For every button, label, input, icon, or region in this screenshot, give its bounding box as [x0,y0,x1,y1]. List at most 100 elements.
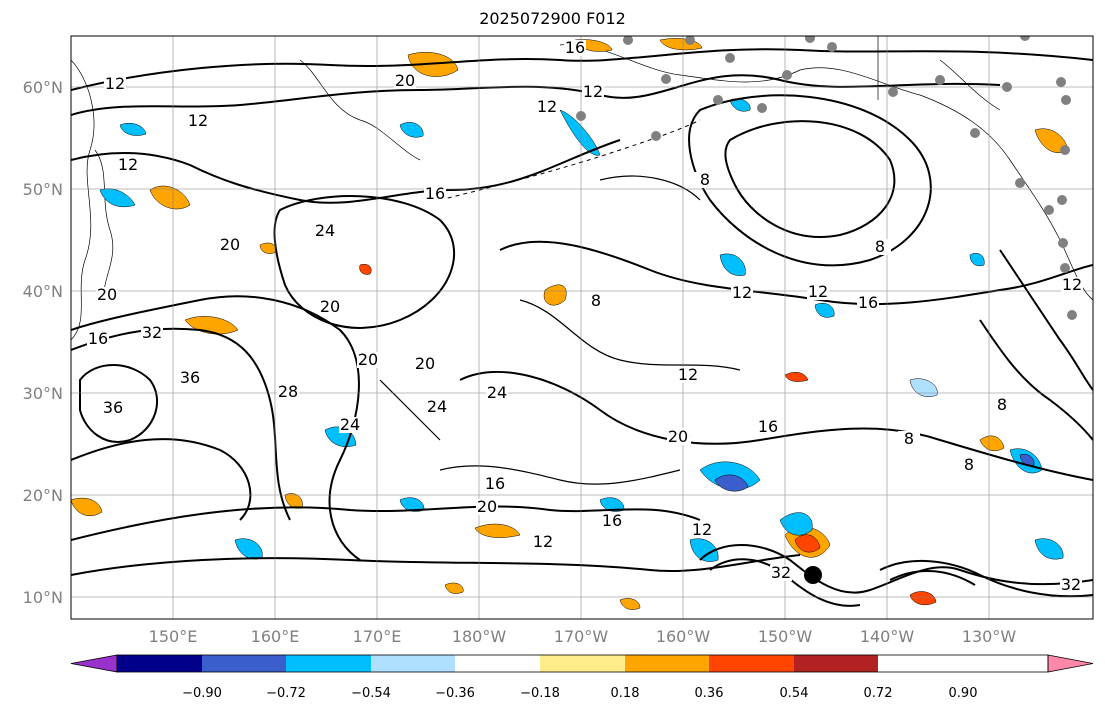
contour-label-bg [357,352,379,368]
contour-label-bg [694,172,716,188]
map-field: 16 12 20 12 12 12 12 20 20 16 24 20 16 20 20 32 36 36 28 24… [71,36,1093,619]
map-title: 2025072900 F012 [479,9,626,28]
contour-label: 20 [395,71,415,90]
contour-label-bg [869,239,891,255]
lat-label: 20°N [23,486,63,505]
contour-label: 28 [278,382,298,401]
contour-label: 12 [105,74,125,93]
contour-label: 8 [964,455,974,474]
contour-label-bg [486,385,508,401]
contour-label-bg [314,223,336,239]
lon-label: 130°W [962,627,1017,646]
contour-label: 8 [591,291,601,310]
colorbar-cell [286,655,371,672]
height-contours [71,48,1093,607]
colorbar-cell [625,655,709,672]
contour-label: 24 [427,397,447,416]
contour-label-bg [219,237,241,253]
contour-label: 12 [692,520,712,539]
colorbar-tick-label: 0.54 [780,686,809,701]
contour-label-bg [179,370,201,386]
map-frame [70,35,1094,620]
thin-contours [379,175,741,485]
colorbar-tick-label: −0.54 [351,686,391,701]
contour-label-bg [141,325,163,341]
lon-label: 170°W [554,627,609,646]
contour-label-bg [426,399,448,415]
colorbar-tick-label: 0.72 [864,686,893,701]
contour-label: 16 [425,184,445,203]
contour-label: 24 [487,383,507,402]
contour-label: 20 [220,235,240,254]
contour-label-bg [277,384,299,400]
lat-label: 60°N [23,78,63,97]
contour-label-bg [958,457,980,473]
contour-label-bg [339,417,361,433]
contour-label: 8 [904,429,914,448]
colorbar-extend-min [70,654,118,673]
contour-label-bg [667,429,689,445]
contour-label: 20 [477,497,497,516]
negative-anomaly-patches [99,98,1064,562]
lat-label: 10°N [23,588,63,607]
colorbar-cell [540,655,625,672]
contour-label: 16 [758,417,778,436]
colorbar-tick-label: 0.18 [611,686,640,701]
contour-label-bg [536,99,558,115]
colorbar-tick-label: −0.36 [435,686,475,701]
contour-label-bg [87,331,109,347]
contour-label: 24 [340,415,360,434]
contour-label-bg [1061,277,1083,293]
contour-label-bg [102,400,124,416]
contour-label: 20 [320,297,340,316]
contour-label: 12 [583,82,603,101]
contour-label-bg [585,293,607,309]
contour-label-bg [691,522,713,538]
contour-label-bg [96,287,118,303]
contour-label: 20 [97,285,117,304]
contour-label-bg [582,84,604,100]
station-markers [576,36,1077,320]
dateline [439,119,701,201]
contour-label: 32 [1061,575,1081,594]
lon-label: 170°E [353,627,402,646]
colorbar-cell [455,655,540,672]
contour-label-bg [117,157,139,173]
contour-label-bg [1060,577,1082,593]
contour-label: 8 [700,170,710,189]
contour-label: 16 [565,38,585,57]
typhoon-marker [804,566,822,584]
lon-label: 180°W [452,627,507,646]
contour-label: 20 [358,350,378,369]
contour-label-bg [394,73,416,89]
contour-label-bg [319,299,341,315]
lat-label: 40°N [23,282,63,301]
contour-label-bg [484,476,506,492]
contour-label: 12 [678,365,698,384]
contour-label-layer: 16 12 20 12 12 12 12 20 20 16 24 20 16 20 20 32 36 36 28 24… [87,38,1083,594]
latitude-labels: 60°N 50°N 40°N 30°N 20°N 10°N [23,78,63,607]
colorbar-ticks: −0.90 −0.72 −0.54 −0.36 −0.18 0.18 0.36 … [182,686,977,701]
longitude-labels: 150°E 160°E 170°E 180°W 170°W 160°W 150°… [149,627,1017,646]
contour-label: 12 [732,283,752,302]
contour-label: 32 [142,323,162,342]
contour-label: 36 [103,398,123,417]
colorbar-cell [794,655,878,672]
contour-label: 16 [602,511,622,530]
contour-label: 16 [485,474,505,493]
lat-label: 30°N [23,384,63,403]
contour-label: 20 [668,427,688,446]
lon-label: 160°E [251,627,300,646]
contour-label: 32 [771,563,791,582]
colorbar-frame [116,654,1049,673]
lon-label: 160°W [656,627,711,646]
contour-label-bg [991,397,1013,413]
contour-label: 16 [858,293,878,312]
contour-label-bg [601,513,623,529]
contour-label: 8 [997,395,1007,414]
contour-label: 12 [188,111,208,130]
lon-label: 150°E [149,627,198,646]
contour-label-bg [857,295,879,311]
colorbar-tick-label: 0.36 [695,686,724,701]
